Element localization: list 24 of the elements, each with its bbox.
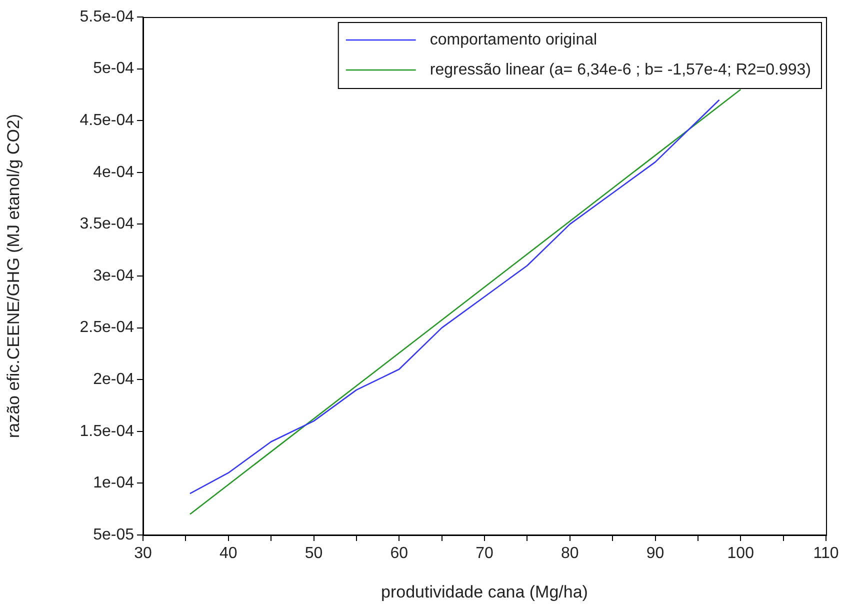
y-tick-label: 4.5e-04 xyxy=(80,112,134,130)
x-tick-label: 90 xyxy=(646,545,664,562)
legend-label: comportamento original xyxy=(430,31,598,48)
y-tick-label: 5e-05 xyxy=(93,526,134,544)
y-axis-title: razão efic.CEENE/GHG (MJ etanol/g CO2) xyxy=(4,114,23,438)
legend-label: regressão linear (a= 6,34e-6 ; b= -1,57e-4; R2=0.993) xyxy=(430,61,811,78)
y-tick-label: 2.5e-04 xyxy=(80,319,134,336)
x-tick-label: 100 xyxy=(727,545,754,562)
x-tick-label: 110 xyxy=(813,545,839,562)
y-tick-label: 1e-04 xyxy=(93,474,134,492)
x-tick-label: 80 xyxy=(560,545,579,562)
x-tick-label: 60 xyxy=(390,545,408,562)
y-tick-label: 2e-04 xyxy=(93,371,134,388)
y-tick-label: 4e-04 xyxy=(93,164,134,181)
y-tick-label: 5e-04 xyxy=(93,60,134,78)
x-tick-label: 30 xyxy=(134,545,152,562)
x-tick-label: 40 xyxy=(219,545,238,562)
y-tick-label: 3e-04 xyxy=(93,267,134,284)
y-tick-label: 3.5e-04 xyxy=(80,216,134,233)
x-axis-title: produtividade cana (Mg/ha) xyxy=(381,582,588,602)
x-tick-label: 70 xyxy=(476,545,494,562)
x-tick-label: 50 xyxy=(304,545,323,562)
y-tick-label: 5.5e-04 xyxy=(80,8,134,26)
y-tick-label: 1.5e-04 xyxy=(80,422,134,440)
